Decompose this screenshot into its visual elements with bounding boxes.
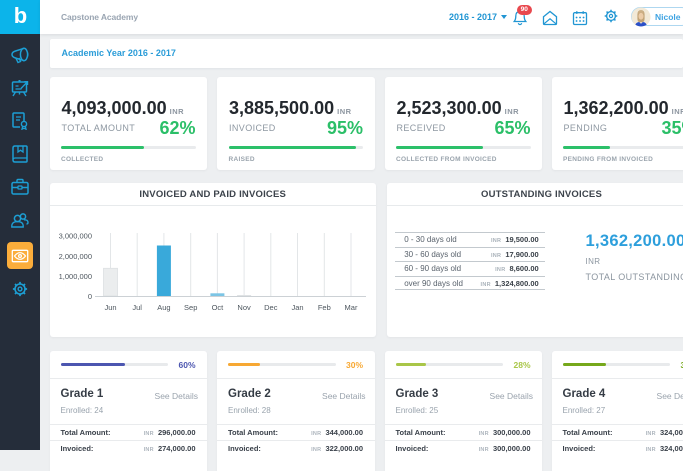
svg-text:Aug: Aug xyxy=(157,303,170,312)
svg-text:Feb: Feb xyxy=(317,303,330,312)
svg-text:Sep: Sep xyxy=(184,303,197,312)
svg-text:Nov: Nov xyxy=(237,303,251,312)
svg-text:Jun: Jun xyxy=(104,303,116,312)
svg-text:Jan: Jan xyxy=(291,303,303,312)
svg-text:2,000,000: 2,000,000 xyxy=(58,252,91,261)
svg-text:Mar: Mar xyxy=(344,303,357,312)
svg-text:Dec: Dec xyxy=(264,303,278,312)
svg-text:0: 0 xyxy=(87,292,91,301)
svg-text:Jul: Jul xyxy=(132,303,142,312)
svg-text:3,000,000: 3,000,000 xyxy=(58,232,91,241)
svg-text:1,000,000: 1,000,000 xyxy=(58,272,91,281)
svg-text:Oct: Oct xyxy=(211,303,224,312)
